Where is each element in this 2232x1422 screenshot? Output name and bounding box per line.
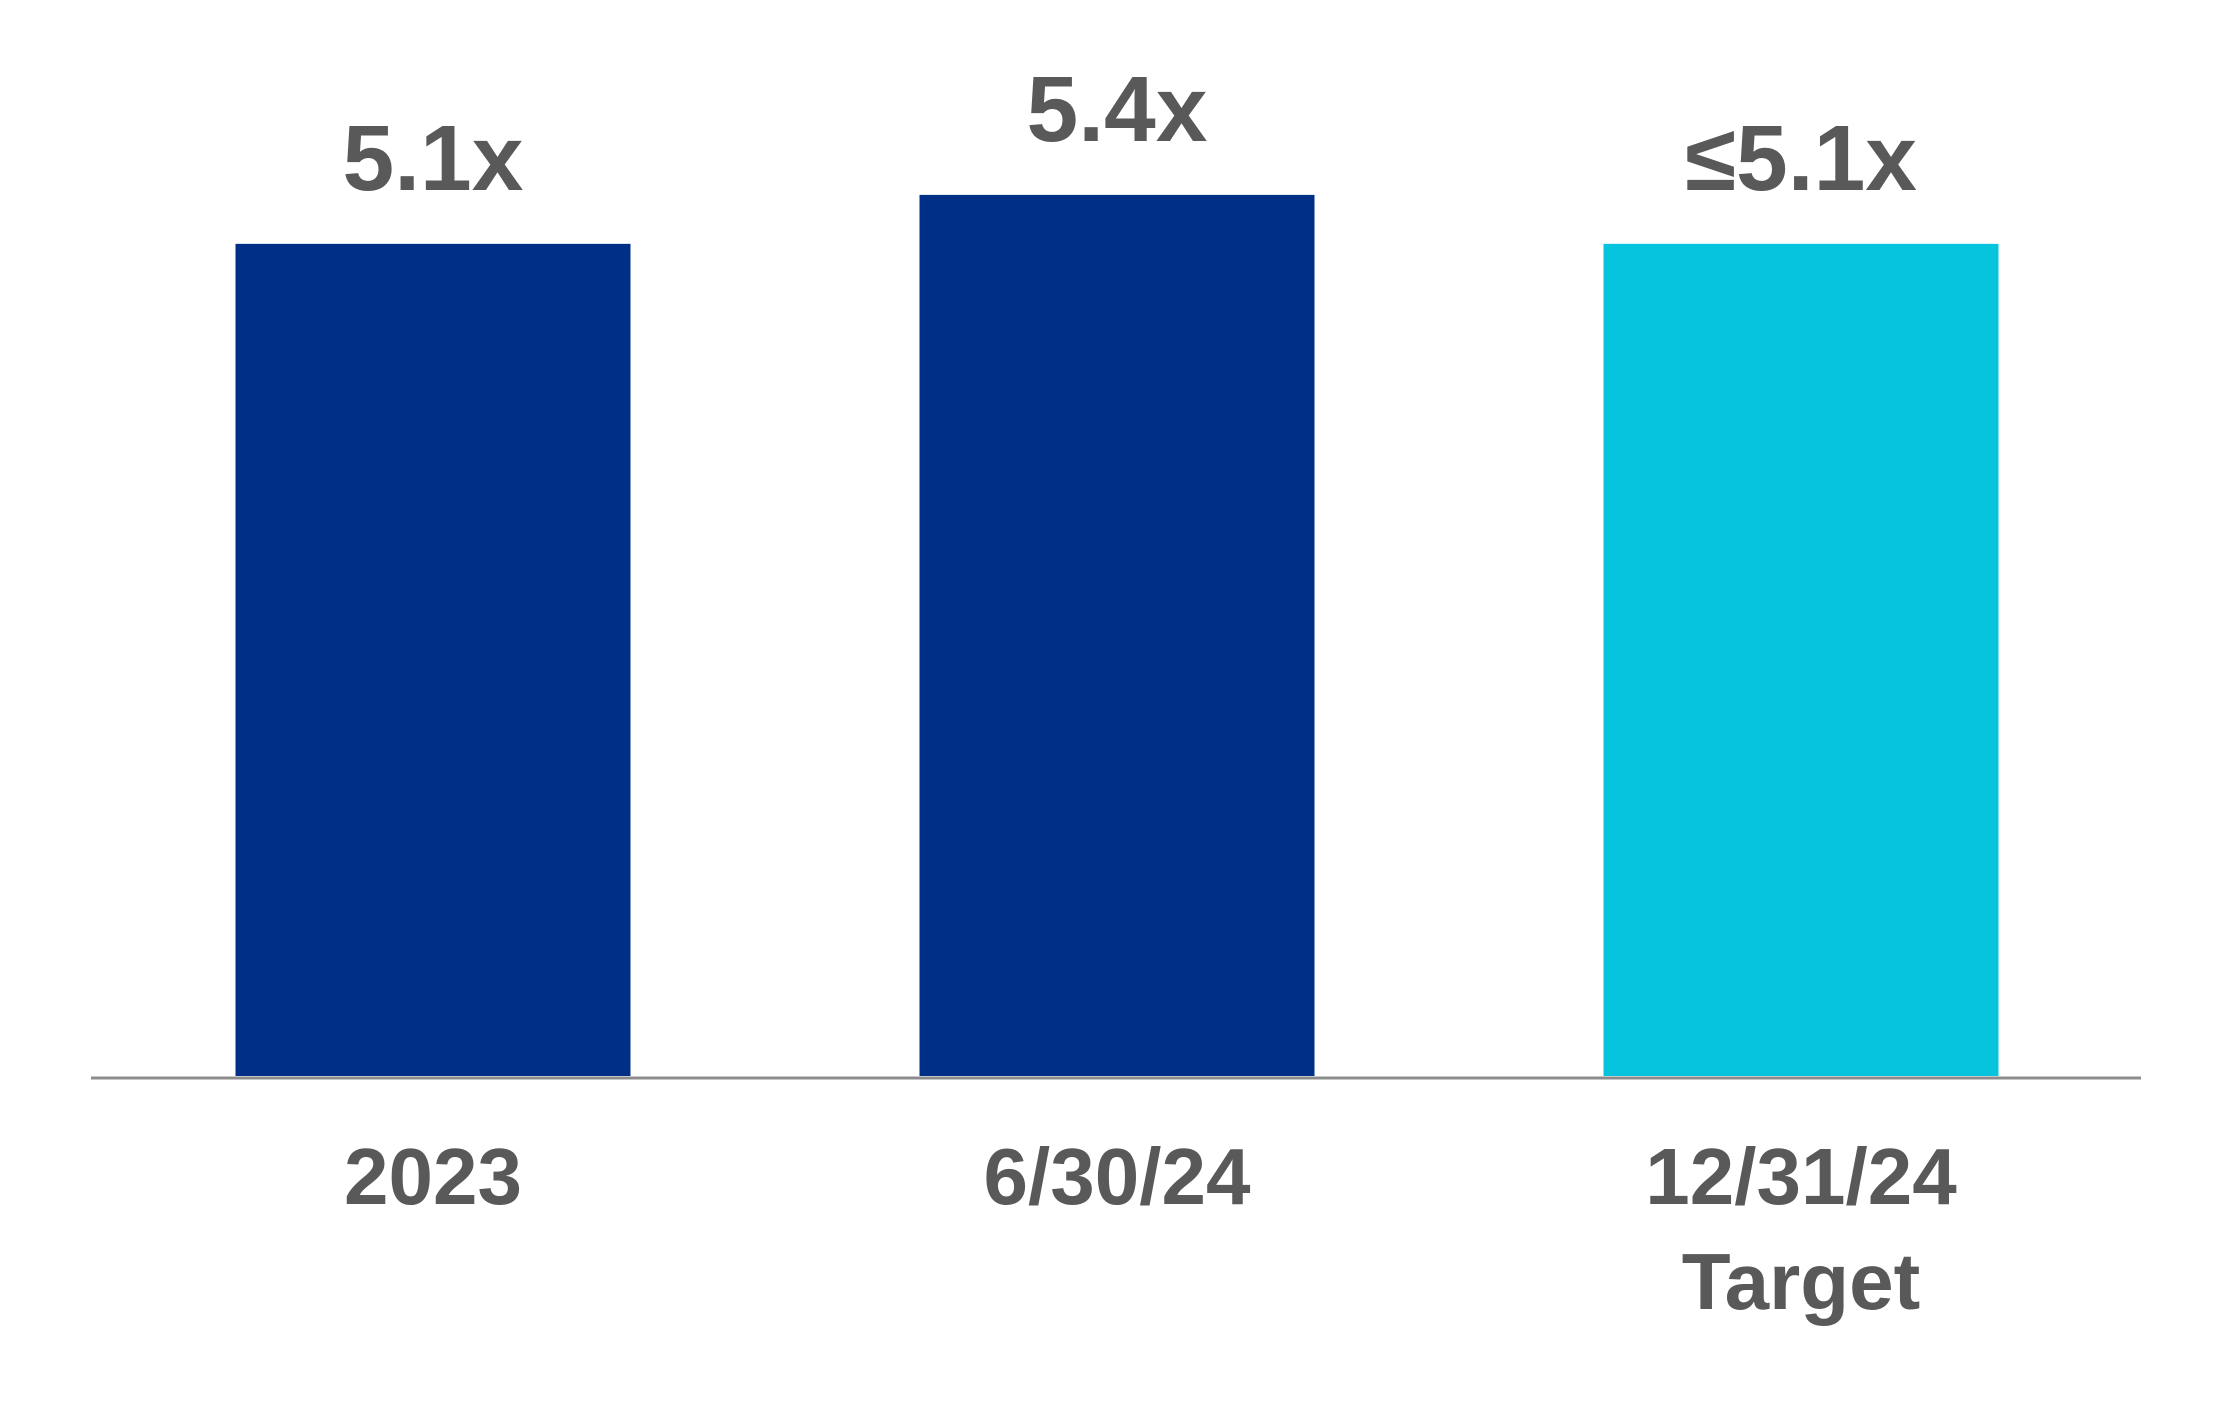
x-tick-label: 2023	[344, 1132, 522, 1221]
x-tick-label: 12/31/24 Target	[1645, 1132, 1957, 1326]
value-label: ≤5.1x	[1685, 106, 1917, 210]
value-label: 5.4x	[1026, 57, 1207, 161]
bar	[919, 194, 1315, 1076]
x-tick-label: 6/30/24	[983, 1132, 1251, 1221]
bar	[235, 243, 631, 1077]
bar	[1603, 243, 1999, 1077]
value-label: 5.1x	[342, 106, 523, 210]
